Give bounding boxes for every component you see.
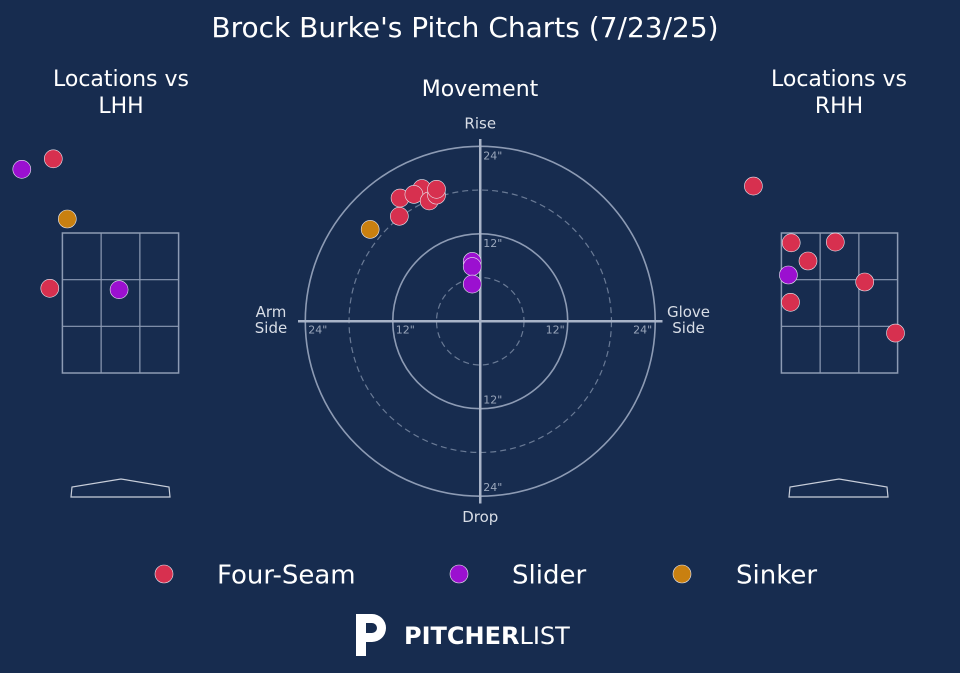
home-plate: [788, 478, 889, 498]
point: [462, 257, 482, 276]
point: [781, 233, 801, 253]
axis-label: Arm Side: [254, 303, 288, 338]
point: [43, 149, 63, 169]
x-tick-label: 24": [308, 323, 327, 336]
legend-marker: [449, 564, 469, 584]
y-tick-label: 12": [483, 237, 502, 250]
point: [58, 209, 77, 229]
panel-title: Movement: [421, 77, 539, 102]
point: [12, 160, 32, 179]
point: [427, 180, 446, 199]
axis-label: Drop: [462, 508, 498, 526]
point: [390, 206, 409, 226]
panel-title: Locations vs LHH: [53, 67, 189, 119]
axis-label: Rise: [464, 115, 496, 133]
y-tick-label: 24": [483, 481, 502, 494]
brand-light: LIST: [519, 622, 570, 650]
point: [40, 278, 60, 298]
point: [360, 220, 380, 239]
panel-title: Locations vs RHH: [771, 67, 907, 119]
home-plate: [70, 478, 171, 498]
point: [855, 272, 875, 292]
legend-label: Four-Seam: [217, 561, 356, 591]
title: Brock Burke's Pitch Charts (7/23/25): [211, 11, 719, 44]
strike-zone: [61, 232, 180, 374]
legend-marker: [672, 564, 692, 584]
y-tick-label: 24": [483, 149, 502, 162]
legend-label: Slider: [512, 561, 586, 591]
point: [462, 274, 482, 294]
brand-bold: PITCHER: [404, 622, 519, 650]
point: [825, 232, 845, 252]
point: [798, 251, 818, 271]
point: [779, 265, 798, 285]
point: [781, 292, 800, 312]
logo-icon: [356, 614, 386, 656]
point: [109, 280, 129, 300]
y-tick-label: 12": [483, 394, 502, 407]
legend-label: Sinker: [736, 561, 817, 591]
x-tick-label: 24": [633, 323, 652, 336]
x-tick-label: 12": [396, 323, 415, 336]
brand: PITCHERLIST: [404, 622, 570, 650]
axis-label: Glove Side: [666, 303, 711, 338]
x-tick-label: 12": [546, 323, 565, 336]
point: [744, 176, 763, 196]
point: [886, 323, 905, 343]
legend-marker: [154, 564, 174, 584]
